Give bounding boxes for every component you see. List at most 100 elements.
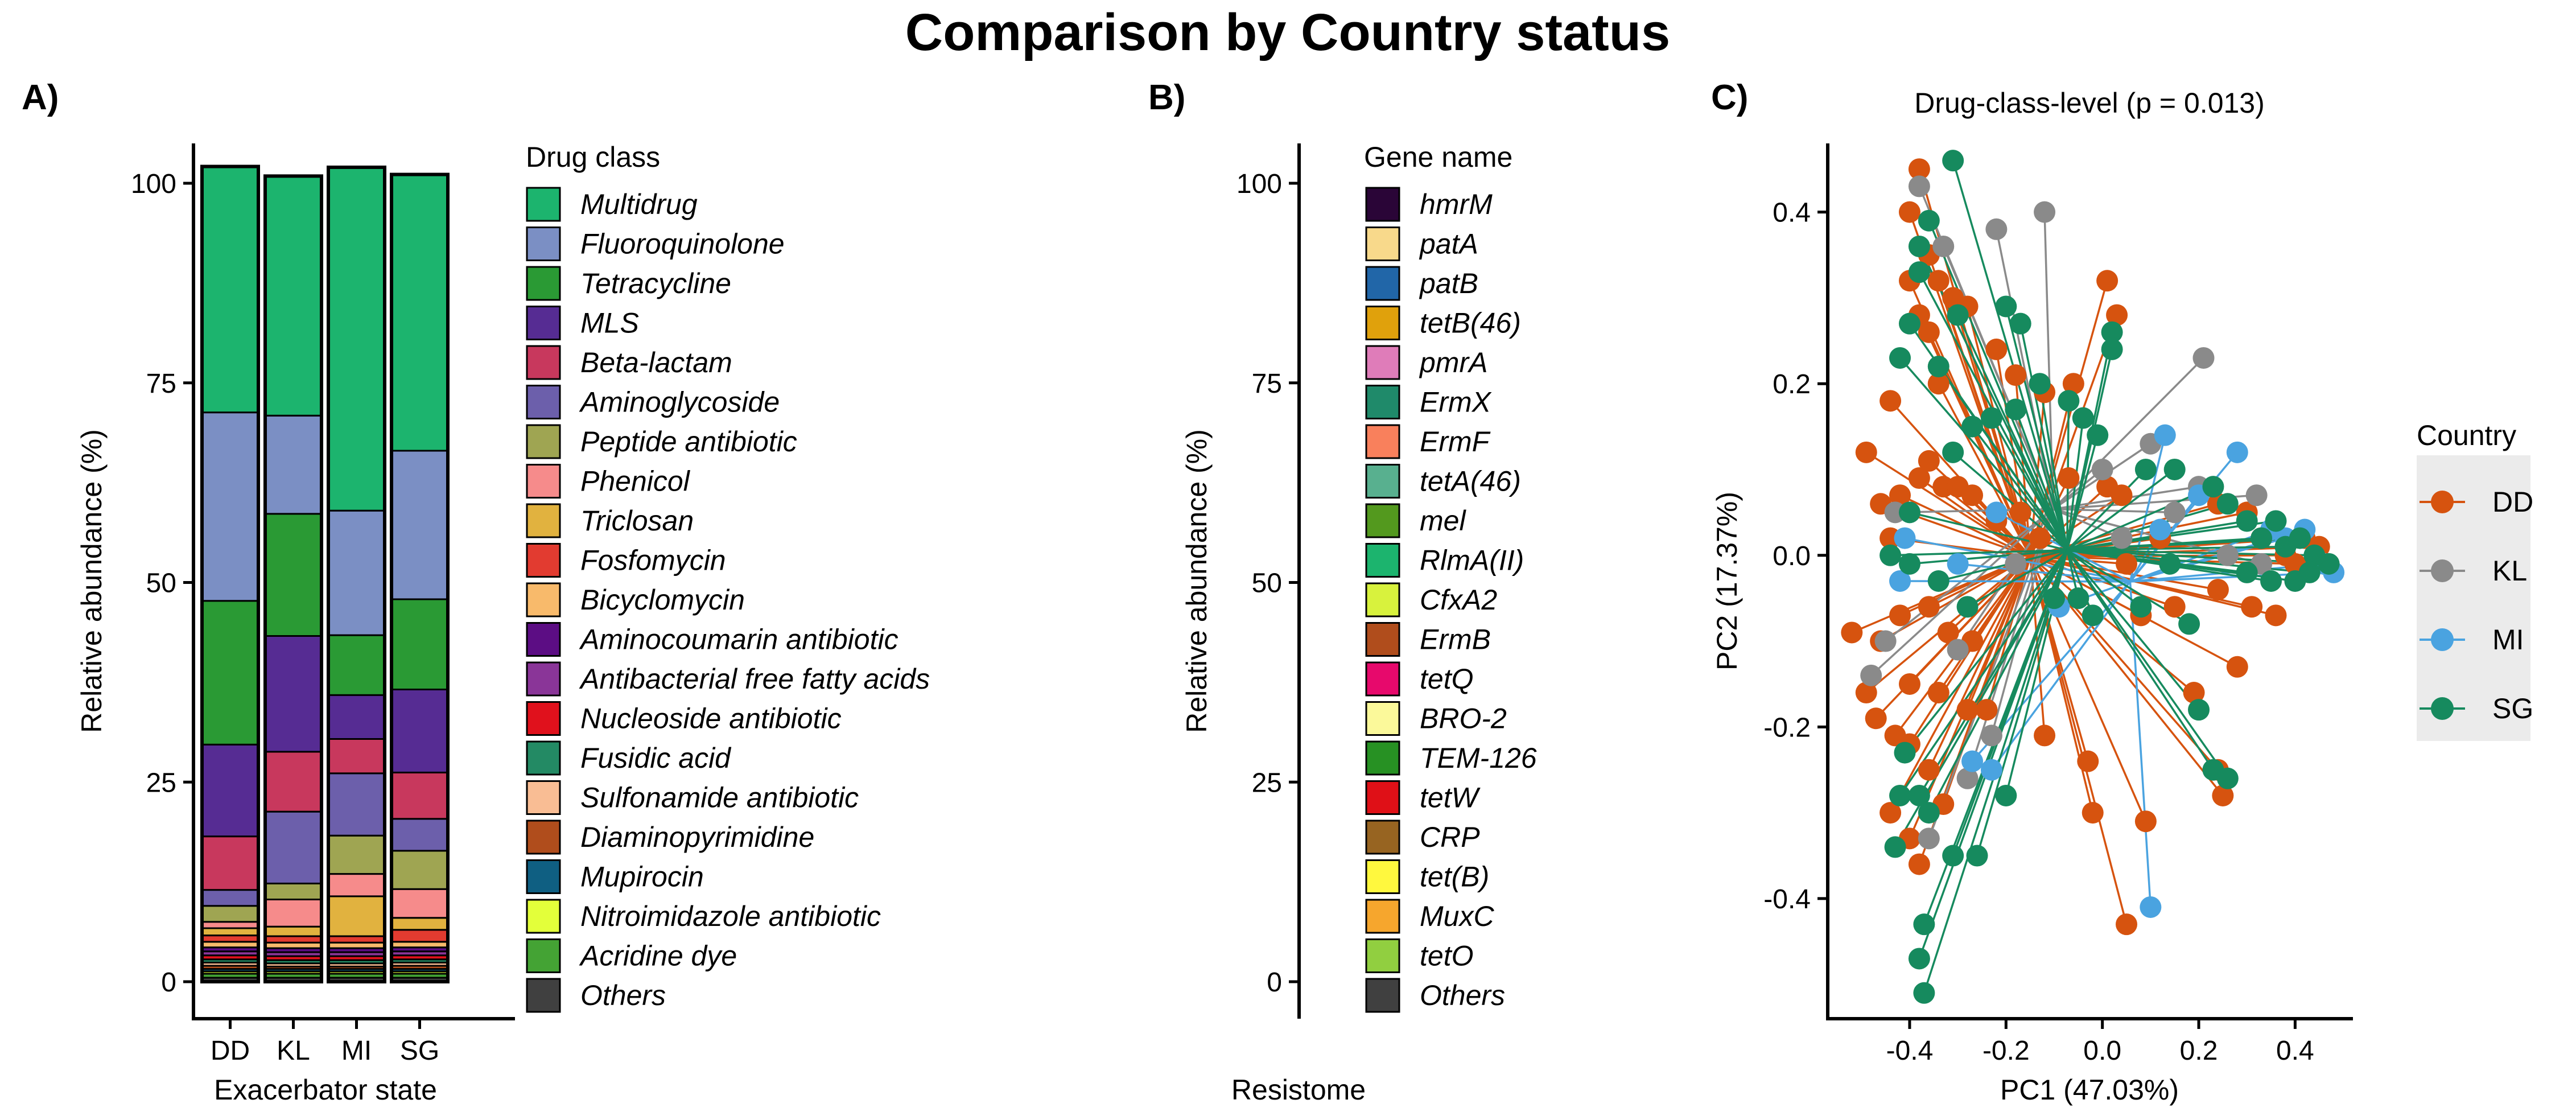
spider-line-sg: [2066, 550, 2094, 616]
panel-c-points: [1841, 150, 2345, 1004]
panel-a-legend-key: [526, 464, 561, 499]
panel-a-legend-label: Triclosan: [580, 505, 694, 537]
point-sg: [1908, 261, 1930, 283]
panel-a-legend-key: [526, 187, 561, 222]
panel-c-x-axis-title: PC1 (47.03%): [2000, 1074, 2179, 1106]
panel-b-legend-key: [1365, 266, 1400, 301]
panel-c-legend: DD KL MI SG: [2420, 486, 2533, 724]
point-dd: [1985, 338, 2008, 360]
point-mi: [2154, 424, 2176, 446]
bar-segment: [264, 513, 323, 637]
spider-line-sg: [1918, 550, 2068, 960]
bar-segment: [201, 600, 259, 746]
point-dd: [1889, 484, 1911, 507]
panel-a-legend-key: [526, 345, 561, 380]
point-dd: [1927, 270, 1949, 292]
panel-b-y-ticks: 0 25 50 75 100: [1237, 169, 1299, 998]
point-dd: [2116, 913, 2138, 936]
spider-line-sg: [1909, 549, 2067, 565]
point-dd: [2096, 270, 2118, 292]
panel-a-legend-key: [526, 978, 561, 1013]
point-sg: [2159, 553, 2181, 575]
point-dd: [1918, 450, 1940, 472]
figure-title: Comparison by Country status: [905, 3, 1670, 61]
panel-a-legend-key: [526, 385, 561, 419]
point-dd: [1976, 699, 1998, 721]
panel-b-legend-key: [1365, 740, 1400, 776]
panel-c-x-tick-label: -0.4: [1886, 1036, 1934, 1066]
spider-line-sg: [2066, 468, 2175, 551]
point-dd: [2183, 682, 2205, 704]
bar-outline: [390, 172, 450, 983]
panel-a-legend-key: [526, 306, 561, 340]
point-dd: [1918, 321, 1940, 343]
point-sg: [1961, 415, 1984, 438]
bar-segment: [390, 917, 449, 931]
panel-b-legend-key: [1365, 543, 1400, 578]
point-sg: [2009, 312, 2031, 335]
panel-b-legend-key: [1365, 701, 1400, 736]
point-sg: [1894, 742, 1916, 764]
panel-b-legend-key: [1365, 306, 1400, 340]
spider-line-dd: [2030, 555, 2127, 565]
point-dd: [2212, 784, 2234, 806]
panel-b-legend-key: [1365, 899, 1400, 934]
panel-a: A) Relative abundance (%) Exacerbator st…: [22, 78, 930, 1106]
panel-b-legend-key: [1365, 978, 1400, 1013]
point-dd: [2106, 304, 2128, 326]
bar-segment: [201, 743, 259, 838]
panel-a-y-axis-title: Relative abundance (%): [76, 429, 108, 733]
panel-a-legend-label: Others: [580, 979, 666, 1011]
panel-b-legend-label: tetQ: [1420, 663, 1473, 695]
bar-segment: [264, 810, 323, 884]
spider-line-sg: [2019, 323, 2068, 551]
spider-line-sg: [1967, 549, 2068, 608]
bar-segment: [327, 873, 386, 897]
point-sg: [2318, 553, 2340, 575]
panel-b-legend-label: MuxC: [1420, 900, 1494, 932]
bar-outline: [327, 165, 386, 984]
point-dd: [2265, 604, 2287, 627]
point-dd: [2096, 476, 2118, 498]
panel-a-legend-label: Fluoroquinolone: [580, 228, 785, 260]
bar-segment: [327, 738, 386, 775]
spider-line-sg: [1904, 549, 2068, 753]
point-dd: [2226, 656, 2248, 678]
panel-b-legend-label: mel: [1420, 505, 1466, 537]
panel-a-letter: A): [22, 78, 59, 117]
point-dd: [1889, 604, 1911, 627]
point-sg: [1913, 982, 1935, 1004]
panel-a-legend-key: [526, 661, 561, 697]
panel-a-x-tick-label: SG: [400, 1036, 439, 1066]
bar-segment: [201, 927, 259, 937]
point-mi: [1980, 759, 2002, 781]
point-dd: [2034, 724, 2056, 747]
point-sg: [1980, 407, 2002, 429]
point-mi: [1985, 501, 2008, 524]
point-dd: [1898, 673, 1920, 695]
point-sg: [2202, 476, 2224, 498]
point-sg: [2298, 561, 2321, 583]
point-sg: [1889, 784, 1911, 806]
spider-line-dd: [1938, 383, 2031, 557]
bar-segment: [390, 888, 449, 919]
point-dd: [1880, 390, 1902, 412]
panel-c: C) Drug-class-level (p = 0.013) PC2 (17.…: [1711, 78, 2533, 1106]
bar-segment: [201, 905, 259, 923]
bar-segment: [201, 921, 259, 929]
point-sg: [1889, 347, 1911, 369]
point-sg: [2216, 493, 2239, 515]
panel-a-legend-key: [526, 740, 561, 776]
panel-b-y-tick-label: 50: [1252, 569, 1282, 599]
point-sg: [2101, 321, 2123, 343]
bar-segment: [390, 689, 449, 773]
panel-c-legend-label: SG: [2492, 693, 2533, 724]
spider-line-sg: [1899, 549, 2068, 796]
panel-b-legend-key: [1365, 859, 1400, 894]
panel-c-x-tick-label: -0.2: [1983, 1036, 2030, 1066]
point-sg: [2101, 338, 2123, 360]
bar-outline: [263, 174, 323, 983]
panel-c-y-axis-title: PC2 (17.37%): [1711, 492, 1743, 670]
point-dd: [1937, 621, 1959, 644]
point-dd: [2029, 527, 2051, 549]
